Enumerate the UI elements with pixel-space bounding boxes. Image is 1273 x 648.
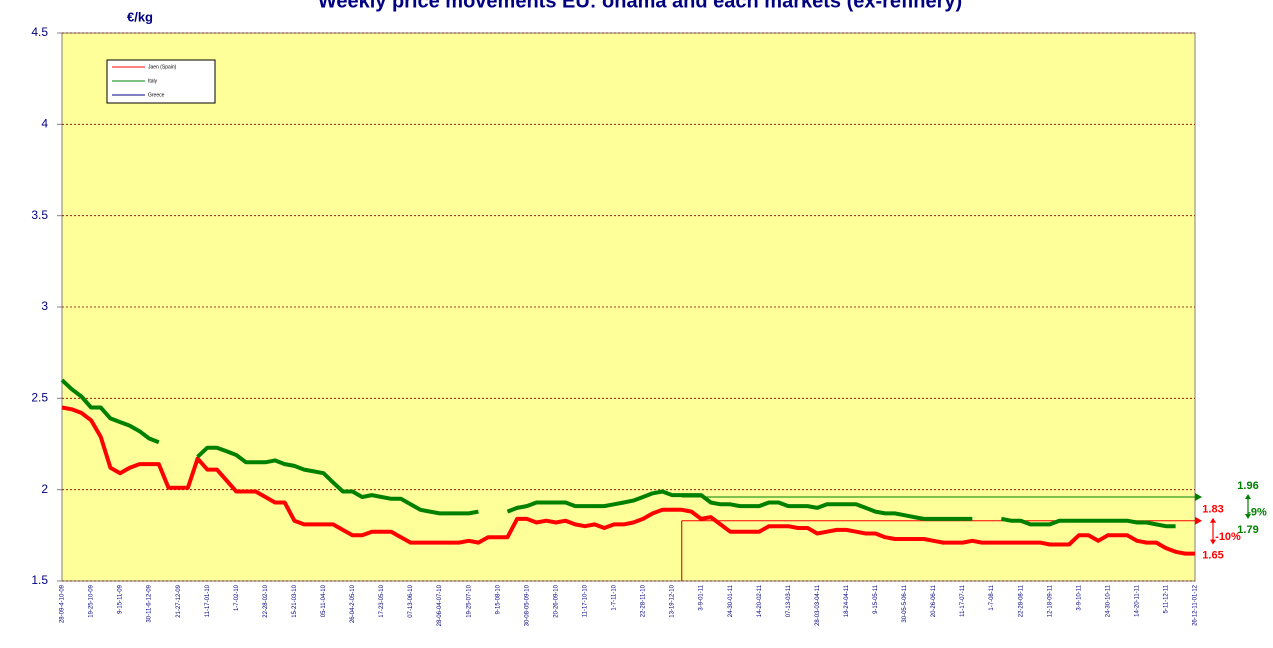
x-tick-label: 20-26-09-10 — [553, 584, 559, 617]
reference-arrow — [1195, 516, 1202, 525]
x-tick-label: 3-9-01-11 — [699, 584, 705, 610]
x-tick-label: 24-30-10-11 — [1105, 584, 1111, 617]
y-tick-label: 2 — [41, 482, 48, 496]
series-line — [60, 378, 1176, 529]
x-tick-label: 11-17-07-11 — [960, 584, 966, 616]
x-tick-label: 30-08-05-09-10 — [524, 584, 530, 626]
x-tick-label: 14-20-02-11 — [757, 584, 763, 617]
x-tick-label: 19-25-10-09 — [89, 584, 95, 617]
x-tick-label: 13-19-12-10 — [670, 584, 676, 617]
annotation-from: 1.83 — [1202, 504, 1223, 516]
y-tick-label: 1.5 — [31, 573, 48, 587]
x-tick-label: 26-12-11-01-12 — [1193, 584, 1199, 626]
x-tick-label: 22-28-08-11 — [1018, 584, 1024, 617]
x-tick-label: 1-7-11-10 — [612, 584, 618, 610]
x-tick-label: 07-13-03-11 — [786, 584, 792, 617]
annotation-change: -9% — [1247, 506, 1267, 518]
x-tick-label: 28-03-03-04-11 — [815, 584, 821, 626]
legend-label: Greece — [148, 92, 165, 98]
x-tick-label: 28-09-4-10-09 — [60, 584, 66, 623]
annotation-change: -10% — [1215, 531, 1241, 543]
x-tick-label: 19-25-07-10 — [466, 584, 472, 617]
x-tick-label: 11-17-10-10 — [583, 584, 589, 617]
legend-label: Jaen (Spain) — [148, 64, 177, 70]
x-tick-label: 22-28-02-10 — [263, 584, 269, 617]
x-tick-label: 18-24-04-11 — [844, 584, 850, 617]
x-tick-label: 28-06-04-07-10 — [437, 584, 443, 626]
x-tick-label: 12-18-09-11 — [1047, 584, 1053, 617]
x-tick-label: 3-9-10-11 — [1076, 584, 1082, 610]
annotation-to: 1.79 — [1237, 524, 1258, 536]
x-tick-label: 30-05-5-06-11 — [902, 584, 908, 622]
x-tick-label: 9-15-05-11 — [873, 584, 879, 614]
x-tick-label: 24-30-01-11 — [728, 584, 734, 617]
x-tick-label: 11-17-01-10 — [205, 584, 211, 617]
x-tick-label: 9-15-08-10 — [495, 584, 501, 614]
x-tick-label: 5-11-12-11 — [1164, 584, 1170, 613]
series-line — [61, 405, 1195, 556]
legend-label: Italy — [148, 78, 158, 84]
x-tick-label: 05-11-04-10 — [321, 584, 327, 617]
chart-title: Weekly price movements EU: ohama and eac… — [318, 0, 962, 12]
y-tick-label: 3 — [41, 299, 48, 313]
y-tick-label: 4 — [41, 117, 48, 131]
x-tick-label: 26-04-2-05-10 — [350, 584, 356, 623]
y-tick-label: 3.5 — [31, 208, 48, 222]
annotation-from: 1.96 — [1237, 480, 1258, 492]
y-axis-label: €/kg — [127, 9, 153, 24]
x-tick-label: 1-7-08-11 — [989, 584, 995, 610]
y-tick-label: 4.5 — [31, 25, 48, 39]
annotation-to: 1.65 — [1202, 550, 1223, 562]
x-tick-label: 17-23-05-10 — [379, 584, 385, 617]
x-tick-label: 14-20-11-11 — [1134, 584, 1140, 616]
x-tick-label: 22-28-11-10 — [641, 584, 647, 617]
x-tick-label: 07-13-06-10 — [408, 584, 414, 617]
y-tick-label: 2.5 — [31, 391, 48, 405]
x-tick-label: 21-27-12-09 — [176, 584, 182, 617]
x-tick-label: 9-15-11-09 — [118, 584, 124, 614]
x-tick-label: 30-11-6-12-09 — [147, 584, 153, 622]
x-tick-label: 15-21-03-10 — [292, 584, 298, 617]
reference-arrow — [1195, 492, 1202, 501]
x-tick-label: 20-26-06-11 — [931, 584, 937, 617]
x-tick-label: 1-7-02-10 — [234, 584, 240, 611]
